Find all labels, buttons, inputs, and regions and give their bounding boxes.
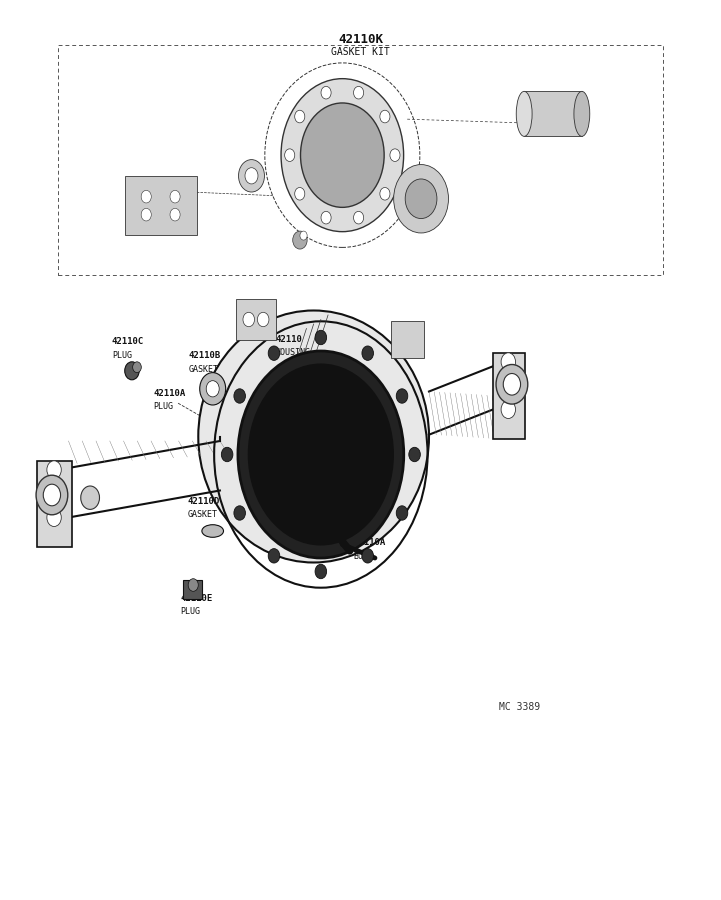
Ellipse shape [202,525,224,537]
Circle shape [200,373,226,405]
Circle shape [501,375,516,393]
Circle shape [133,362,141,373]
FancyBboxPatch shape [183,580,202,599]
Circle shape [321,86,331,99]
Circle shape [268,346,280,360]
Circle shape [390,148,400,161]
Circle shape [501,400,516,418]
Circle shape [234,506,245,520]
Text: 41110A: 41110A [353,538,386,547]
Text: GASKET: GASKET [187,510,218,519]
Circle shape [36,475,68,515]
Circle shape [268,549,280,563]
FancyBboxPatch shape [37,461,72,547]
Circle shape [405,179,437,219]
Circle shape [380,110,390,122]
Ellipse shape [516,92,532,137]
Circle shape [170,190,180,203]
Circle shape [353,86,363,99]
Circle shape [47,508,61,526]
Circle shape [257,312,269,327]
Circle shape [315,330,327,345]
Text: 42110D: 42110D [187,497,220,506]
Circle shape [141,209,151,221]
Text: 42110A: 42110A [154,389,186,398]
Circle shape [353,212,363,224]
Text: 42110: 42110 [275,335,302,344]
FancyBboxPatch shape [493,353,525,439]
Circle shape [362,346,373,360]
FancyBboxPatch shape [524,92,582,137]
Text: 42110K: 42110K [338,33,383,46]
Circle shape [188,579,198,591]
Circle shape [239,159,265,192]
Circle shape [47,461,61,479]
Circle shape [496,364,528,404]
Circle shape [170,209,180,221]
Circle shape [301,103,384,207]
Circle shape [397,389,408,403]
Circle shape [243,312,255,327]
Text: PLUG: PLUG [154,402,174,411]
Text: 42181: 42181 [299,518,326,526]
Circle shape [295,187,305,200]
Circle shape [245,167,258,184]
Text: 42110C: 42110C [112,338,144,346]
Circle shape [234,389,245,403]
Text: 42110B: 42110B [189,351,221,360]
Circle shape [43,484,61,506]
FancyBboxPatch shape [391,321,424,358]
Text: GASKET KIT: GASKET KIT [331,47,390,57]
Circle shape [249,364,393,544]
Circle shape [125,362,139,380]
Circle shape [300,231,307,240]
Circle shape [238,351,404,558]
Circle shape [221,447,233,462]
Circle shape [47,483,61,501]
Ellipse shape [198,310,429,562]
Circle shape [362,549,373,563]
Circle shape [206,381,219,397]
Text: PLUG: PLUG [112,351,132,360]
Circle shape [321,212,331,224]
Circle shape [281,78,404,231]
Circle shape [380,187,390,200]
Text: HOUSING: HOUSING [275,348,311,357]
Text: MC 3389: MC 3389 [498,701,540,712]
Text: GASKET: GASKET [299,531,329,540]
Text: PLUG: PLUG [180,608,200,616]
Text: GASKET: GASKET [189,364,219,373]
Circle shape [409,447,420,462]
Circle shape [293,231,307,249]
Circle shape [81,486,99,509]
Ellipse shape [574,92,590,137]
FancyBboxPatch shape [236,299,276,340]
Circle shape [285,148,295,161]
Text: BOLT: BOLT [353,552,373,561]
Circle shape [501,353,516,371]
FancyBboxPatch shape [125,176,197,236]
Circle shape [315,564,327,579]
Circle shape [295,110,305,122]
Circle shape [503,374,521,395]
Circle shape [394,165,448,233]
Text: 42110E: 42110E [180,594,213,603]
Circle shape [397,506,408,520]
Circle shape [141,190,151,203]
